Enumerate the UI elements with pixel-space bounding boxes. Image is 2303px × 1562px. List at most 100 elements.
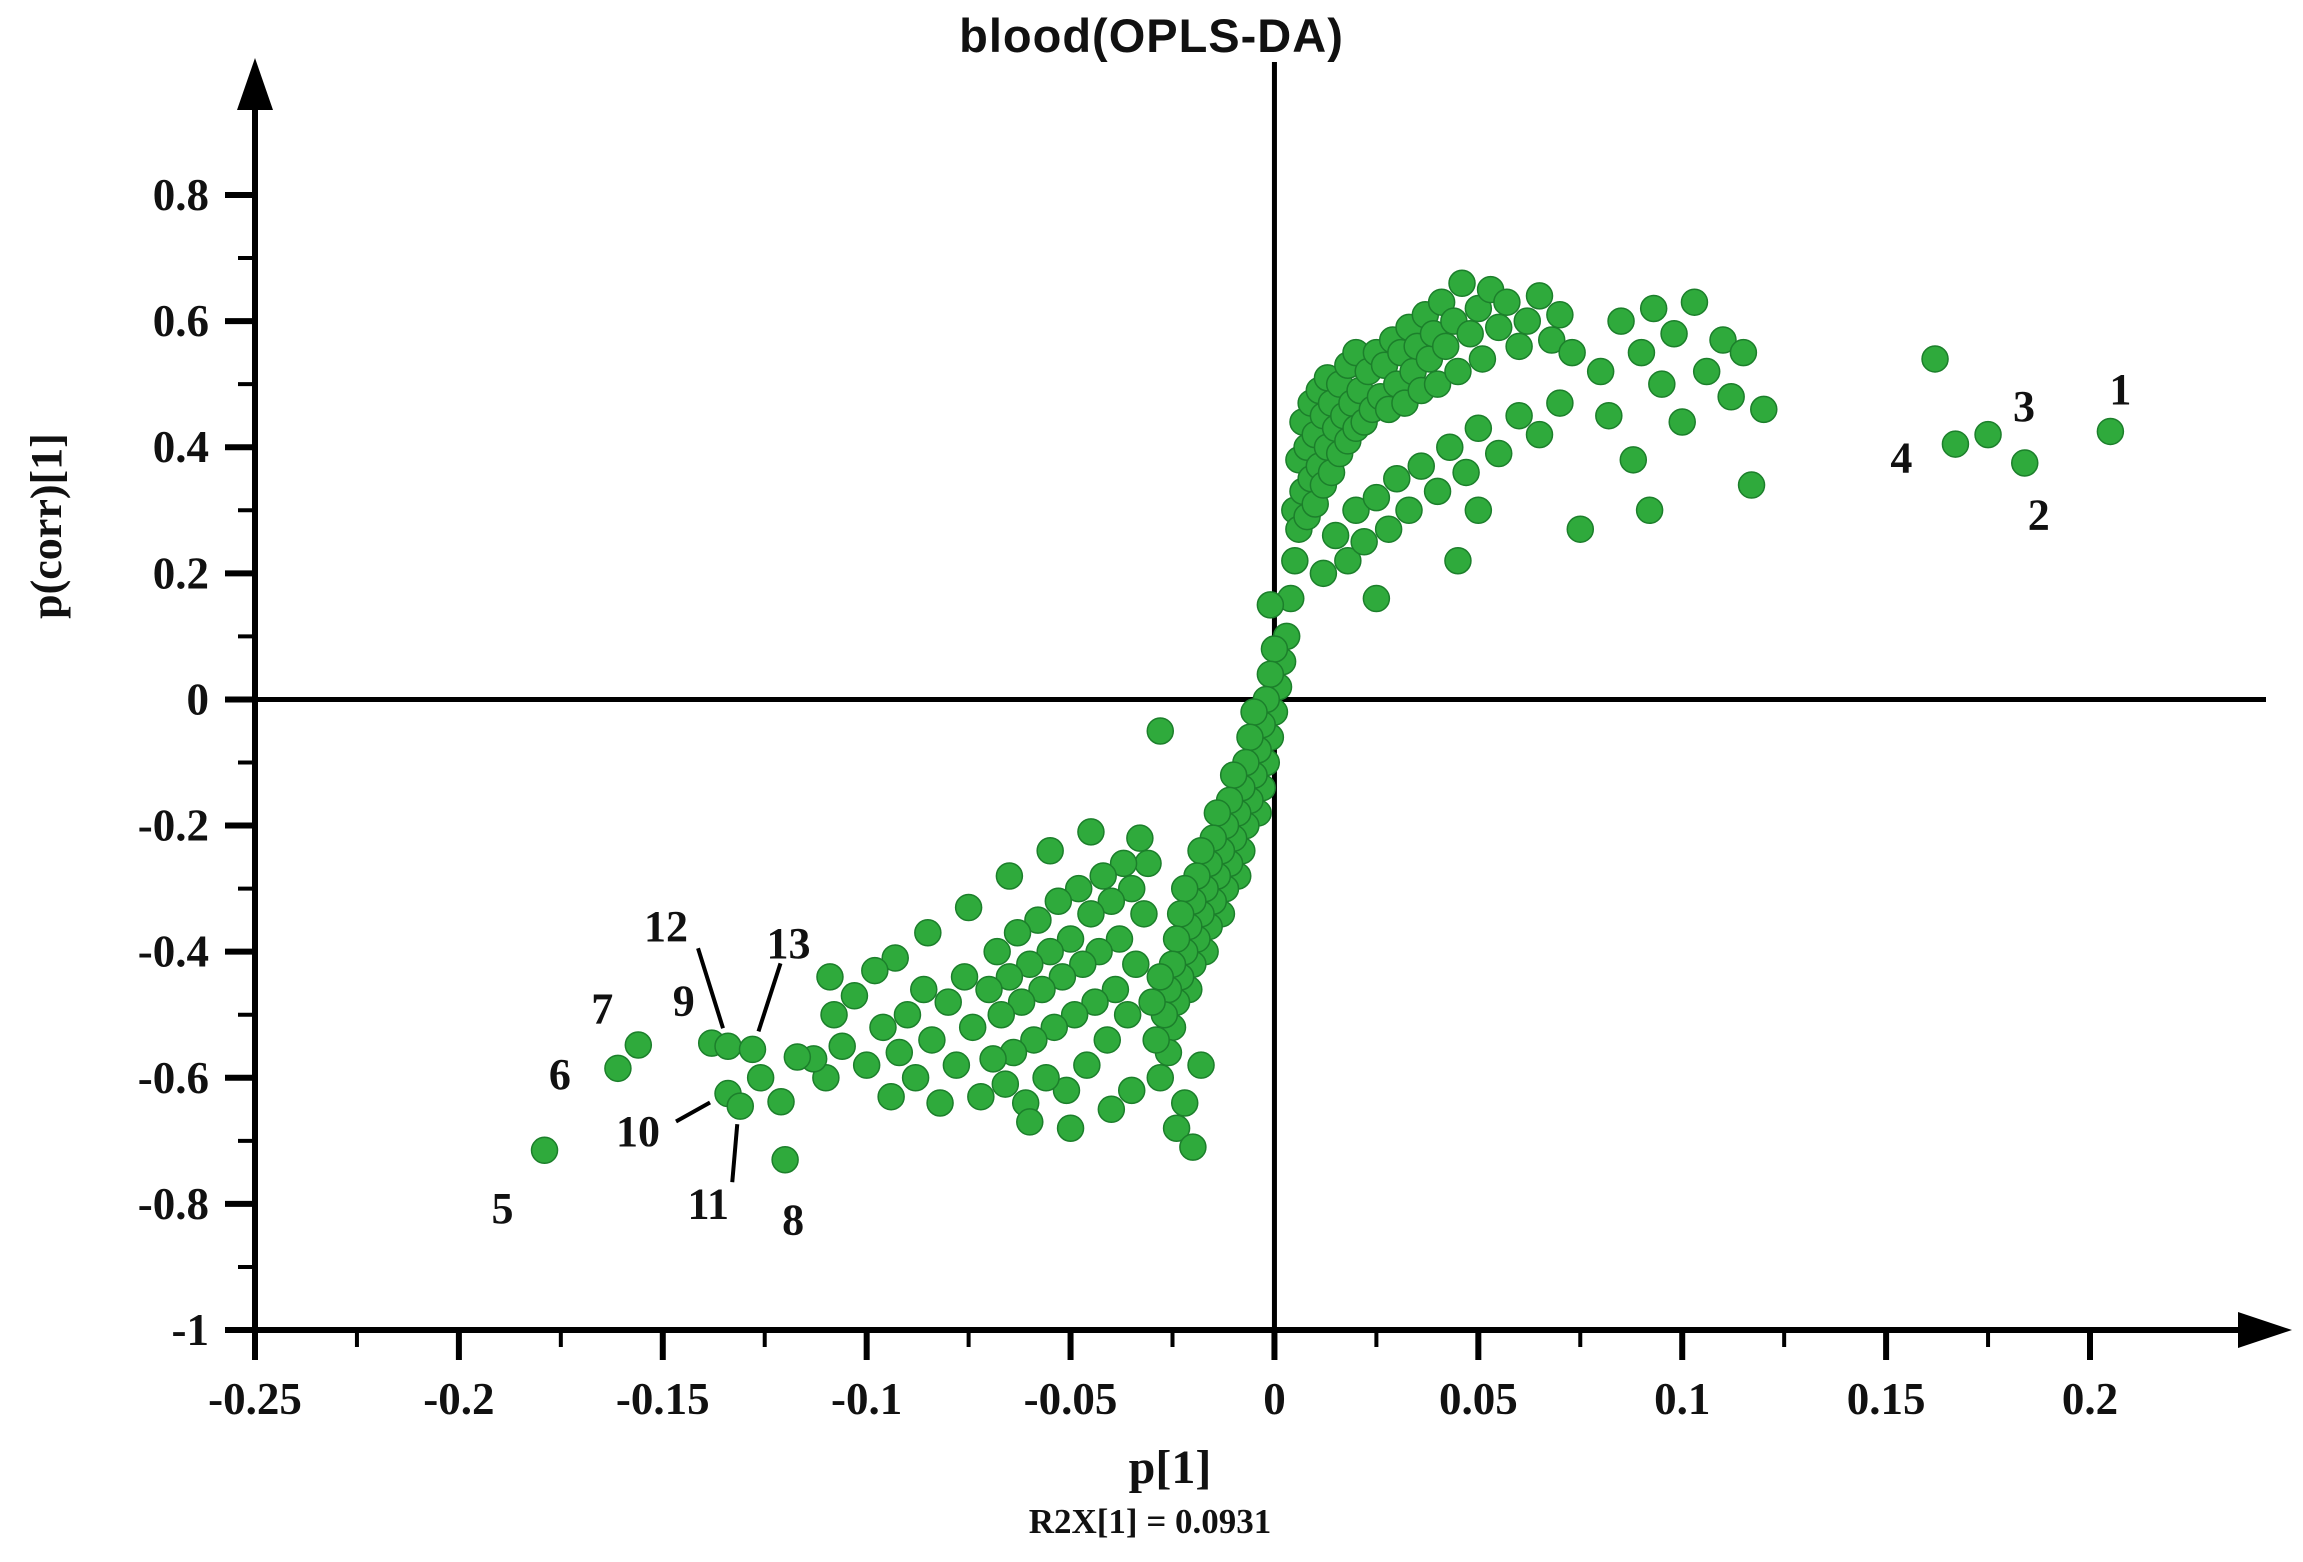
- data-point: [1056, 1114, 1085, 1142]
- data-point: [1566, 515, 1595, 543]
- data-point: [967, 1082, 995, 1111]
- x-tick-label: 0.15: [1847, 1374, 1926, 1424]
- data-point: [1089, 862, 1117, 890]
- point-number-label: 4: [1890, 434, 1912, 483]
- data-point: [1187, 1051, 1215, 1079]
- data-point: [954, 893, 983, 922]
- data-point: [820, 1000, 848, 1029]
- data-point: [1281, 546, 1309, 575]
- data-point: [767, 1087, 795, 1116]
- annotation-leader-line: [696, 947, 725, 1029]
- data-point: [991, 1070, 1020, 1098]
- data-point: [1219, 761, 1248, 789]
- data-point: [1709, 326, 1737, 354]
- data-point: [840, 982, 869, 1010]
- data-point: [910, 975, 938, 1004]
- y-tick-label: -0.4: [138, 927, 209, 977]
- data-point: [1179, 1133, 1207, 1161]
- data-point: [1635, 496, 1664, 525]
- data-point: [979, 1045, 1007, 1073]
- data-point: [1240, 698, 1268, 726]
- data-point: [1146, 963, 1175, 991]
- x-tick-label: -0.15: [616, 1374, 710, 1424]
- data-point: [1256, 591, 1285, 619]
- data-point: [1395, 496, 1423, 525]
- data-point: [1162, 925, 1191, 953]
- data-point: [1456, 319, 1484, 348]
- data-point: [1350, 528, 1378, 556]
- annotation-leader-line: [730, 1123, 740, 1183]
- data-point: [1236, 723, 1264, 752]
- point-number-label: 3: [2013, 382, 2035, 431]
- data-point: [1016, 1108, 1044, 1136]
- data-point: [1146, 717, 1175, 745]
- data-point: [1525, 282, 1554, 310]
- data-point: [1081, 988, 1109, 1016]
- data-point: [1077, 900, 1105, 928]
- data-point: [1431, 332, 1460, 361]
- point-number-label: 6: [549, 1050, 571, 1099]
- data-point: [1464, 496, 1493, 525]
- data-point: [987, 1000, 1015, 1029]
- data-point: [1036, 937, 1064, 966]
- y-tick-label: -0.6: [138, 1053, 209, 1103]
- data-point: [995, 963, 1024, 991]
- r2x-footnote: R2X[1] = 0.0931: [1028, 1502, 1272, 1541]
- data-point: [746, 1064, 775, 1092]
- data-point: [1101, 975, 1130, 1004]
- x-tick-label: -0.1: [831, 1374, 902, 1424]
- data-point: [1109, 849, 1138, 878]
- data-point: [1362, 584, 1391, 613]
- data-point: [1097, 887, 1126, 915]
- data-point: [1484, 313, 1513, 342]
- data-point: [1627, 338, 1656, 367]
- data-point: [1321, 521, 1350, 550]
- data-point: [1444, 546, 1472, 575]
- data-point: [893, 1000, 922, 1029]
- data-point: [1138, 988, 1166, 1016]
- data-point: [1003, 919, 1032, 947]
- data-point: [1436, 433, 1464, 461]
- chart-title: blood(OPLS-DA): [959, 9, 1344, 62]
- data-point: [1448, 269, 1476, 298]
- data-point: [1093, 1026, 1122, 1054]
- data-point: [1383, 465, 1411, 493]
- data-point: [1020, 1026, 1048, 1054]
- data-point: [1639, 294, 1668, 323]
- x-tick-label: 0: [1263, 1374, 1286, 1424]
- data-point: [1077, 818, 1105, 846]
- data-point: [1468, 345, 1497, 373]
- data-point: [1692, 357, 1721, 386]
- point-number-label: 1: [2109, 365, 2131, 414]
- labeled-data-point: [624, 1031, 653, 1059]
- data-point: [1117, 874, 1146, 903]
- data-point: [1056, 925, 1085, 953]
- labeled-data-point: [771, 1146, 799, 1174]
- data-point: [1586, 357, 1615, 386]
- labeled-data-point: [604, 1054, 632, 1083]
- data-point: [1595, 401, 1623, 430]
- data-point: [1203, 799, 1232, 827]
- y-tick-label: -1: [172, 1305, 210, 1355]
- data-point: [1423, 477, 1452, 506]
- data-point: [1525, 420, 1554, 449]
- data-point: [1493, 288, 1521, 316]
- point-number-label: 11: [687, 1180, 729, 1229]
- data-point: [1362, 483, 1391, 512]
- data-point: [995, 862, 1024, 890]
- data-point: [1069, 950, 1097, 979]
- x-tick-label: -0.25: [208, 1374, 302, 1424]
- data-point: [1134, 849, 1162, 878]
- data-point: [1113, 1000, 1142, 1029]
- data-point: [1737, 471, 1766, 499]
- data-point: [1064, 874, 1093, 903]
- data-point: [852, 1051, 881, 1079]
- y-tick-label: 0.4: [153, 422, 209, 472]
- data-point: [1007, 988, 1036, 1016]
- data-point: [1648, 370, 1676, 398]
- point-number-label: 13: [766, 919, 810, 968]
- data-point: [975, 975, 1003, 1004]
- data-point: [885, 1038, 914, 1067]
- y-axis-arrow: [237, 58, 273, 110]
